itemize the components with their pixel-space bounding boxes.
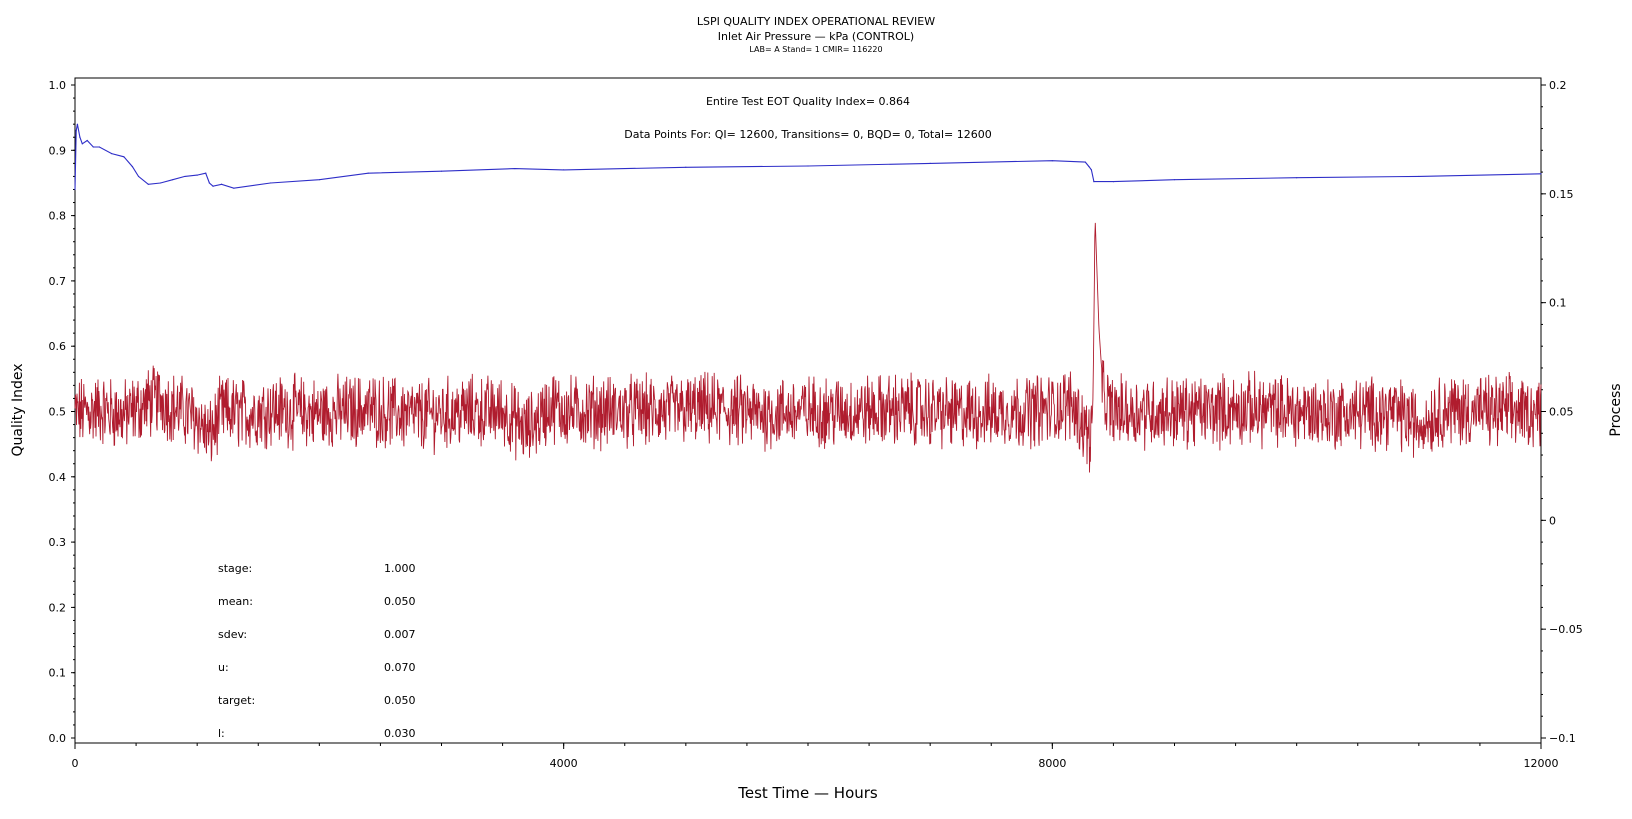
y-left-tick-label: 0.4 xyxy=(49,471,67,484)
stats-label: sdev: xyxy=(218,628,247,641)
chart-subtitle: Inlet Air Pressure — kPa (CONTROL) xyxy=(718,30,914,43)
quality-index-point xyxy=(1112,181,1115,183)
chart-info-line: LAB= A Stand= 1 CMIR= 116220 xyxy=(749,45,882,54)
data-points-annotation: Data Points For: QI= 12600, Transitions=… xyxy=(624,128,992,141)
chart-title: LSPI QUALITY INDEX OPERATIONAL REVIEW xyxy=(697,15,935,28)
stats-value: 0.007 xyxy=(384,628,416,641)
y-left-tick-label: 0.9 xyxy=(49,144,67,157)
quality-index-point xyxy=(74,188,76,191)
quality-index-point xyxy=(123,156,125,158)
quality-index-point xyxy=(79,136,81,138)
stats-label: mean: xyxy=(218,595,253,608)
quality-index-point xyxy=(147,183,149,185)
y-left-tick-label: 0.6 xyxy=(49,340,67,353)
quality-index-point xyxy=(196,174,198,176)
y-left-tick-label: 0.8 xyxy=(49,210,67,223)
quality-index-point xyxy=(269,182,272,184)
y-left-tick-label: 0.0 xyxy=(49,732,67,745)
y-left-tick-label: 0.2 xyxy=(49,601,67,614)
quality-index-point xyxy=(440,170,443,172)
quality-index-point xyxy=(92,146,94,148)
process-line xyxy=(74,222,1542,473)
stats-label: u: xyxy=(218,661,229,674)
x-axis-label: Test Time — Hours xyxy=(737,784,878,802)
quality-index-point xyxy=(233,187,235,189)
axis-ticks: 0.0 0.1 0.2 0.3 0.4 0.5 0.6 0.7 0.8 0.9 1.0 −0.1 −0.… xyxy=(49,79,1583,770)
eot-quality-annotation: Entire Test EOT Quality Index= 0.864 xyxy=(706,95,910,108)
y-right-tick-label: −0.1 xyxy=(1549,732,1576,745)
series-quality-index xyxy=(74,123,1542,191)
quality-index-point xyxy=(131,166,134,168)
stats-value: 1.000 xyxy=(384,562,416,575)
quality-index-point xyxy=(75,130,77,132)
y-left-tick-label: 0.3 xyxy=(49,536,67,549)
quality-index-point xyxy=(184,175,186,178)
series-process xyxy=(74,222,1542,473)
series-layer xyxy=(74,123,1542,473)
y-left-tick-label: 0.5 xyxy=(49,406,67,419)
y-right-tick-label: 0.1 xyxy=(1549,297,1567,310)
y-right-tick-label: 0.05 xyxy=(1549,406,1574,419)
quality-index-point xyxy=(111,152,113,155)
x-tick-label: 4000 xyxy=(550,757,578,770)
quality-index-point xyxy=(172,179,174,181)
y-left-tick-label: 1.0 xyxy=(49,79,67,92)
quality-index-point xyxy=(76,123,79,125)
quality-index-point xyxy=(367,172,369,174)
y-right-tick-label: 0.15 xyxy=(1549,188,1574,201)
stats-table: stage: 1.000 mean: 0.050 sdev: 0.007 u: 0.070 ta… xyxy=(218,562,416,740)
quality-index-point xyxy=(1084,161,1086,163)
quality-index-point xyxy=(1173,179,1176,181)
y-left-tick-label: 0.1 xyxy=(49,667,67,680)
quality-index-point xyxy=(929,162,931,164)
quality-index-point xyxy=(1051,160,1053,162)
quality-index-point xyxy=(159,182,162,184)
quality-index-point xyxy=(212,185,214,187)
x-tick-label: 8000 xyxy=(1038,757,1066,770)
stats-value: 0.050 xyxy=(384,694,416,707)
quality-index-point xyxy=(318,179,320,181)
quality-index-point xyxy=(98,146,101,148)
quality-index-point xyxy=(208,182,210,184)
quality-index-point xyxy=(514,167,516,170)
quality-index-point xyxy=(807,165,809,167)
quality-index-point xyxy=(1093,181,1095,183)
x-tick-label: 0 xyxy=(72,757,79,770)
y-right-tick-label: −0.05 xyxy=(1549,623,1583,636)
quality-index-point xyxy=(137,175,140,178)
stats-value: 0.030 xyxy=(384,727,416,740)
stats-label: l: xyxy=(218,727,225,740)
quality-index-point xyxy=(86,139,88,142)
quality-index-point xyxy=(1090,169,1093,171)
quality-index-point xyxy=(221,183,223,185)
quality-index-point xyxy=(685,166,687,168)
stats-value: 0.050 xyxy=(384,595,416,608)
stats-label: target: xyxy=(218,694,255,707)
quality-index-point xyxy=(1296,177,1298,179)
quality-index-point xyxy=(81,143,83,145)
quality-index-point xyxy=(1418,175,1420,178)
quality-index-point xyxy=(205,172,207,174)
y-right-tick-label: 0.2 xyxy=(1549,79,1567,92)
stats-value: 0.070 xyxy=(384,661,416,674)
y-right-tick-label: 0 xyxy=(1549,514,1556,527)
quality-index-point xyxy=(563,169,565,171)
stats-label: stage: xyxy=(218,562,252,575)
y-axis-label-left: Quality Index xyxy=(10,363,26,456)
quality-index-point xyxy=(1088,166,1090,168)
x-tick-label: 12000 xyxy=(1524,757,1559,770)
quality-index-point xyxy=(1540,173,1542,175)
y-left-tick-label: 0.7 xyxy=(49,275,67,288)
y-axis-label-right: Process xyxy=(1608,383,1624,436)
